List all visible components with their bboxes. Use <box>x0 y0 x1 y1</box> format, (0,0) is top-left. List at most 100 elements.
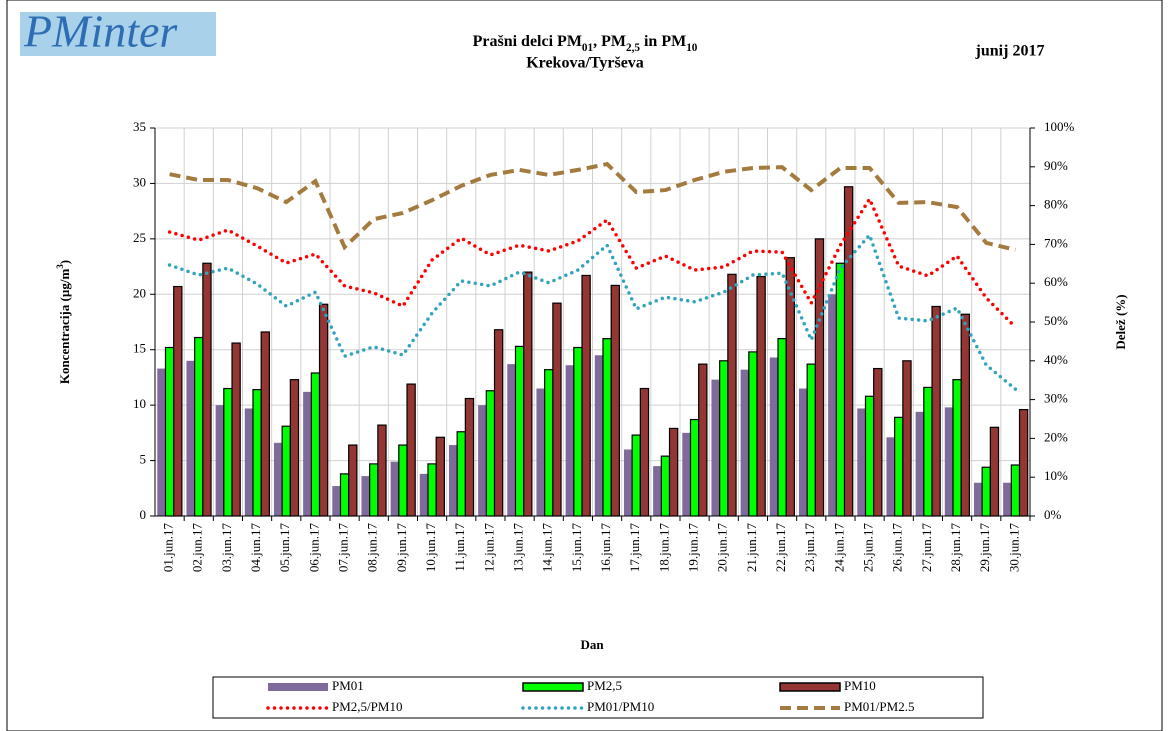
bar <box>798 388 808 516</box>
x-tick-label: 04.jun.17 <box>248 523 263 573</box>
bar <box>639 387 650 517</box>
bar <box>435 436 445 517</box>
y2-tick-label: 90% <box>1044 158 1068 173</box>
bar <box>448 445 458 516</box>
bar <box>544 369 554 517</box>
bar <box>894 416 904 517</box>
x-tick-label: 01.jun.17 <box>161 523 176 573</box>
x-tick-label: 30.jun.17 <box>1006 523 1021 573</box>
chart-title: Prašni delci PM01, PM2,5 in PM10 <box>473 33 698 54</box>
x-tick-label: 09.jun.17 <box>394 523 409 573</box>
legend-label: PM01 <box>332 678 364 693</box>
bar <box>857 408 866 516</box>
chart-subtitle: Krekova/Tyrševa <box>526 55 644 72</box>
bar <box>157 368 166 516</box>
x-tick-label: 15.jun.17 <box>569 523 584 573</box>
date: junij 2017 <box>975 43 1045 60</box>
bar <box>573 346 583 517</box>
bar <box>1003 482 1012 516</box>
bar <box>719 360 729 517</box>
bar <box>756 275 766 517</box>
bar <box>507 364 516 516</box>
logo: PMinter <box>23 6 178 57</box>
bar <box>828 294 837 516</box>
x-tick-label: 10.jun.17 <box>423 523 438 573</box>
bar <box>711 379 720 516</box>
bar <box>485 390 496 517</box>
bar <box>740 369 749 516</box>
bar <box>623 449 633 516</box>
bar <box>668 427 679 517</box>
bar <box>390 461 399 516</box>
bar <box>689 418 700 517</box>
frame <box>6 0 1163 731</box>
line <box>167 195 1018 329</box>
x-tick-label: 11.jun.17 <box>452 523 467 572</box>
bar <box>289 379 300 517</box>
legend <box>212 676 984 719</box>
y2-tick-label: 60% <box>1044 274 1068 289</box>
y-tick-label: 0 <box>140 507 147 522</box>
bar <box>698 363 708 517</box>
legend-swatch <box>522 682 584 692</box>
bar <box>602 338 612 517</box>
bar <box>785 257 795 517</box>
legend-swatch <box>779 682 841 692</box>
bar <box>536 388 545 516</box>
x-tick-label: 07.jun.17 <box>336 523 351 573</box>
bar <box>252 389 262 517</box>
legend-label: PM01/PM10 <box>587 699 654 714</box>
bar <box>989 426 1000 517</box>
x-tick-label: 28.jun.17 <box>948 523 963 573</box>
x-tick-label: 06.jun.17 <box>306 523 321 573</box>
y2-tick-label: 20% <box>1044 429 1068 444</box>
y-tick-label: 10 <box>133 396 146 411</box>
legend-label: PM2,5/PM10 <box>332 699 402 714</box>
bar <box>682 432 691 516</box>
bar <box>478 405 487 516</box>
x-tick-label: 05.jun.17 <box>277 523 292 573</box>
bar <box>1018 408 1029 517</box>
legend-label: PM2,5 <box>587 678 622 693</box>
x-tick-label: 24.jun.17 <box>831 523 846 573</box>
legend-label: PM10 <box>844 678 876 693</box>
bar <box>727 273 737 517</box>
bar <box>973 482 983 516</box>
x-tick-label: 14.jun.17 <box>540 523 555 573</box>
x-tick-label: 22.jun.17 <box>773 523 788 573</box>
line <box>169 161 1016 252</box>
bar <box>427 463 437 517</box>
bar <box>303 391 312 516</box>
bar <box>610 284 620 517</box>
y-axis-label: Koncentracija (µg/m3) <box>55 260 72 384</box>
x-tick-label: 16.jun.17 <box>598 523 613 573</box>
x-tick-label: 02.jun.17 <box>190 523 205 573</box>
bar <box>223 387 233 517</box>
bar <box>202 262 212 517</box>
y2-tick-label: 70% <box>1044 235 1068 250</box>
bar <box>377 424 387 517</box>
y-tick-label: 15 <box>133 341 146 356</box>
y2-axis-label: Delež (%) <box>1113 294 1128 349</box>
bar <box>565 365 574 516</box>
y2-tick-label: 40% <box>1044 352 1068 367</box>
bar <box>748 351 758 517</box>
bar <box>843 186 854 517</box>
bar <box>493 329 504 517</box>
bar <box>194 336 204 517</box>
x-tick-label: 27.jun.17 <box>919 523 934 573</box>
bar <box>886 437 895 516</box>
bar <box>931 305 941 517</box>
x-tick-label: 19.jun.17 <box>686 523 701 573</box>
x-tick-label: 13.jun.17 <box>511 523 526 573</box>
bar <box>631 434 641 517</box>
bar <box>398 444 408 517</box>
legend-swatch <box>268 683 328 691</box>
bar <box>806 363 816 517</box>
bar <box>173 285 183 517</box>
y2-tick-label: 0% <box>1044 507 1062 522</box>
x-tick-label: 08.jun.17 <box>365 523 380 573</box>
bar <box>164 346 175 517</box>
x-tick-label: 18.jun.17 <box>656 523 671 573</box>
